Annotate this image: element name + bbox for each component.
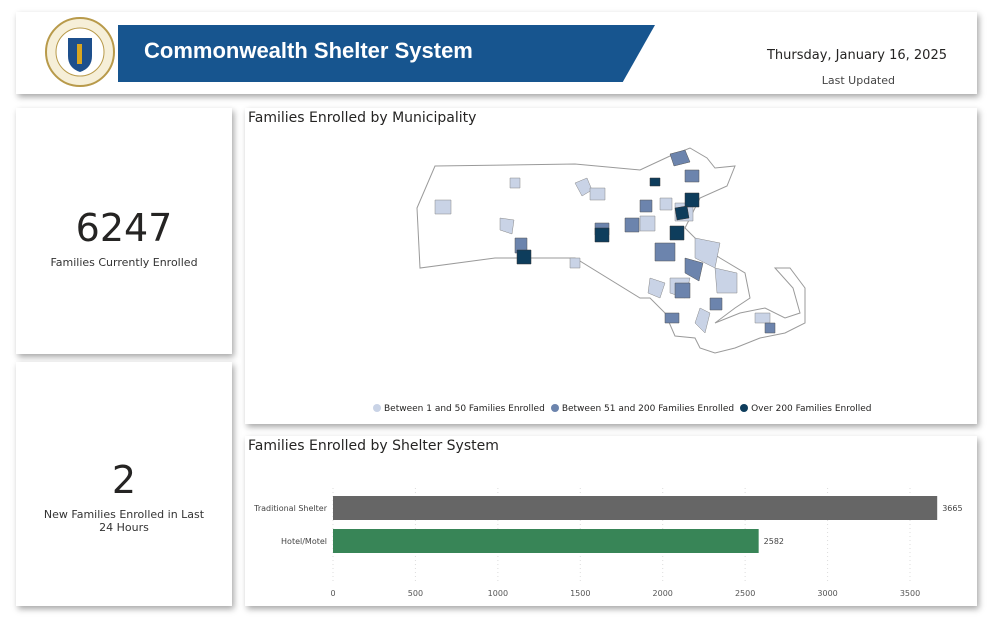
last-updated-label: Last Updated	[821, 74, 895, 87]
map-legend: Between 1 and 50 Families Enrolled Betwe…	[373, 404, 872, 414]
legend-dot-icon	[740, 404, 749, 412]
legend-label: Over 200 Families Enrolled	[751, 404, 872, 414]
title-banner: Commonwealth Shelter System	[118, 25, 655, 82]
legend-dot-icon	[550, 404, 559, 412]
legend-item[interactable]: Between 51 and 200 Families Enrolled	[550, 404, 735, 414]
x-tick-label: 500	[408, 589, 423, 598]
x-tick-label: 0	[330, 589, 335, 598]
legend-item[interactable]: Over 200 Families Enrolled	[740, 404, 872, 414]
kpi-label: New Families Enrolled in Last 24 Hours	[43, 508, 205, 534]
massachusetts-map[interactable]	[245, 108, 977, 408]
data-label: 2582	[764, 537, 784, 546]
kpi-new-families: 2 New Families Enrolled in Last 24 Hours	[16, 362, 232, 606]
legend-label: Between 51 and 200 Families Enrolled	[561, 404, 735, 414]
x-tick-label: 2500	[735, 589, 755, 598]
bar-chart: 0 500 1000 1500 2000 2500 3000 3500 Traditional …	[253, 488, 963, 598]
shelter-system-chart: Families Enrolled by Shelter System 0 500…	[245, 436, 977, 606]
kpi-label: Families Currently Enrolled	[50, 256, 198, 269]
kpi-families-enrolled: 6247 Families Currently Enrolled	[16, 108, 232, 354]
municipality-map-visual: Families Enrolled by Municipality Betwee…	[245, 108, 977, 424]
header: Commonwealth Shelter System Thursday, Ja…	[16, 12, 977, 94]
map-title: Families Enrolled by Municipality	[248, 110, 477, 126]
bar	[333, 496, 938, 520]
legend-label: Between 1 and 50 Families Enrolled	[384, 404, 545, 414]
kpi-value: 2	[111, 458, 137, 502]
x-tick-label: 3500	[900, 589, 920, 598]
x-tick-label: 1500	[570, 589, 590, 598]
kpi-value: 6247	[75, 206, 173, 250]
chart-title: Families Enrolled by Shelter System	[248, 438, 499, 454]
category-label: Traditional Shelter	[253, 504, 328, 513]
x-tick-label: 2000	[653, 589, 673, 598]
bar	[333, 529, 759, 553]
massachusetts-seal-logo	[45, 17, 115, 87]
x-tick-label: 3000	[817, 589, 837, 598]
report-date: Thursday, January 16, 2025	[766, 48, 947, 63]
x-tick-label: 1000	[488, 589, 508, 598]
legend-item[interactable]: Between 1 and 50 Families Enrolled	[373, 404, 545, 414]
category-label: Hotel/Motel	[281, 537, 327, 546]
dashboard-title: Commonwealth Shelter System	[144, 38, 473, 63]
legend-dot-icon	[373, 404, 381, 412]
data-label: 3665	[942, 504, 962, 513]
